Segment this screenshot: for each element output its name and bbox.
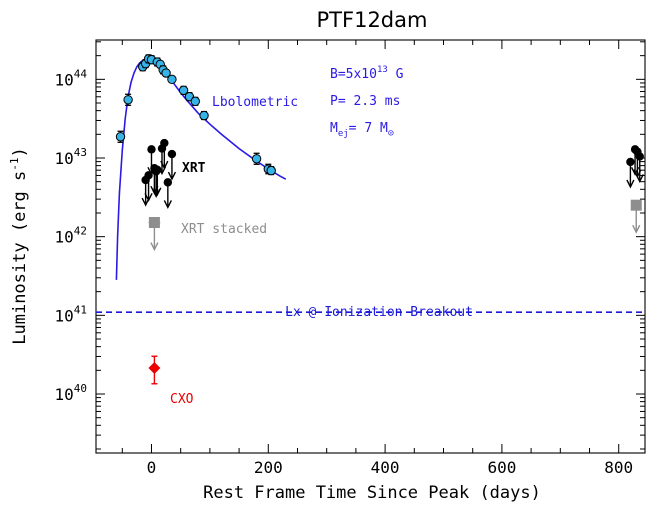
bolometric-point bbox=[123, 95, 133, 105]
xrt-upper-limit-point bbox=[635, 152, 644, 161]
param-p: P= 2.3 ms bbox=[330, 94, 400, 109]
y-tick-labels: 1040 1041 1042 1043 1044 bbox=[54, 67, 87, 404]
xrt-limit-arrowhead bbox=[635, 174, 644, 183]
bolometric-point bbox=[161, 68, 171, 78]
xrt-stacked-point bbox=[148, 217, 160, 229]
xrt-limit-arrowhead bbox=[163, 200, 172, 209]
cxo-point bbox=[148, 362, 161, 375]
xrt-upper-limit-point bbox=[167, 149, 177, 159]
xrt-upper-limit-point bbox=[626, 157, 635, 167]
bolometric-point bbox=[266, 165, 276, 176]
param-m: Mej= 7 M⊙ bbox=[330, 121, 394, 139]
xrt-limit-arrowhead bbox=[144, 192, 153, 202]
x-tick-labels: 0 200 400 600 800 bbox=[147, 458, 634, 477]
bolometric-point bbox=[167, 74, 177, 85]
bolometric-point bbox=[115, 132, 126, 142]
param-b: B=5x1013 G bbox=[330, 65, 404, 82]
y-axis-label-sup: -1 bbox=[8, 158, 21, 171]
xrt-stacked-label: XRT stacked bbox=[181, 222, 267, 237]
y-axis-label-close: ) bbox=[10, 147, 30, 157]
cxo-label: CXO bbox=[170, 392, 194, 407]
y-axis-label: Luminosity (erg s-1) bbox=[8, 147, 30, 345]
y-tick-label: 1042 bbox=[54, 225, 87, 247]
xrt-stacked-arrowhead bbox=[632, 224, 641, 234]
xrt-stacked-arrowhead bbox=[150, 242, 159, 252]
chart-title: PTF12dam bbox=[317, 8, 428, 32]
y-axis-label-main: Luminosity (erg s bbox=[10, 171, 30, 345]
y-tick-label: 1044 bbox=[54, 67, 87, 89]
y-tick-label: 1043 bbox=[54, 146, 87, 168]
bolometric-point bbox=[199, 110, 209, 121]
breakout-label: Lx @ Ionization Breakout bbox=[285, 305, 473, 320]
y-tick-label: 1041 bbox=[54, 303, 87, 325]
model-params: B=5x1013 G P= 2.3 ms Mej= 7 M⊙ bbox=[330, 65, 404, 139]
xrt-upper-limit-point bbox=[163, 178, 173, 187]
cxo-layer bbox=[148, 355, 161, 385]
x-axis-label: Rest Frame Time Since Peak (days) bbox=[203, 483, 541, 503]
x-tick-label: 400 bbox=[371, 458, 400, 477]
xrt-limit-arrowhead bbox=[153, 187, 162, 197]
y-tick-label: 1040 bbox=[54, 382, 87, 404]
x-tick-label: 800 bbox=[604, 458, 633, 477]
x-tick-label: 600 bbox=[487, 458, 516, 477]
xrt-label: XRT bbox=[182, 161, 206, 176]
xrt-upper-limit-point bbox=[160, 138, 169, 148]
bolometric-layer bbox=[115, 54, 276, 176]
xrt-layer bbox=[141, 138, 644, 209]
xrt-limit-arrowhead bbox=[626, 179, 635, 189]
xrt-stacked-layer bbox=[148, 199, 642, 252]
x-tick-label: 200 bbox=[254, 458, 283, 477]
bolometric-point bbox=[190, 96, 200, 107]
plot-frame bbox=[95, 39, 646, 454]
bolometric-point bbox=[251, 154, 262, 164]
xrt-upper-limit-point bbox=[147, 145, 156, 154]
bolometric-point bbox=[178, 85, 189, 96]
xrt-limit-arrowhead bbox=[160, 160, 169, 170]
lbolometric-label: Lbolometric bbox=[212, 95, 298, 110]
xrt-stacked-point bbox=[630, 199, 642, 211]
xrt-limit-arrowhead bbox=[167, 171, 177, 181]
x-tick-label: 0 bbox=[147, 458, 157, 477]
